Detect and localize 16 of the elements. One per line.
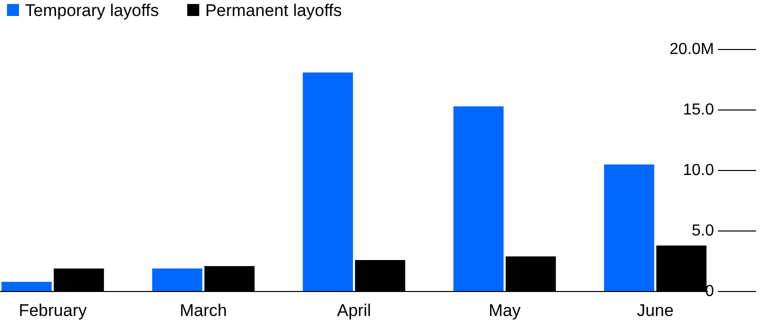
x-tick-label: May — [488, 301, 522, 320]
bar — [152, 268, 202, 292]
x-tick-label: February — [18, 301, 88, 320]
y-tick-label: 15.0 — [682, 102, 714, 118]
bar — [2, 282, 52, 292]
legend-label: Temporary layoffs — [25, 1, 159, 20]
x-tick-label: April — [336, 301, 372, 320]
y-tick-label: 10.0 — [682, 162, 714, 179]
y-tick-label: 5.0 — [692, 222, 714, 240]
x-tick-label: March — [180, 301, 227, 320]
bar — [453, 106, 504, 292]
bar — [604, 164, 654, 292]
bar — [302, 72, 353, 292]
y-tick-label: 20.0M — [670, 41, 714, 58]
legend-label: Permanent layoffs — [205, 1, 342, 20]
x-tick-label: June — [636, 301, 674, 320]
